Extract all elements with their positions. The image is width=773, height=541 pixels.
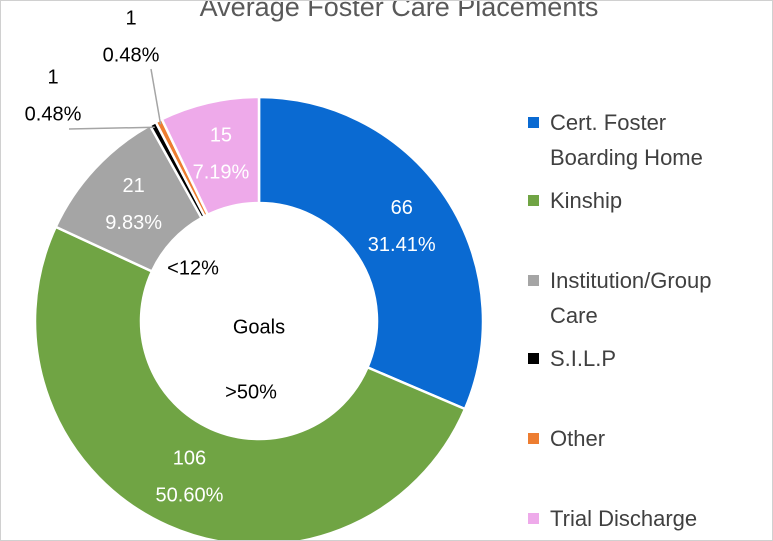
slice — [33, 225, 467, 540]
legend-swatch — [528, 353, 539, 364]
chart-title: Average Foster Care Placements — [200, 1, 599, 22]
legend-swatch — [528, 195, 539, 206]
data-label-percent: 31.41% — [368, 234, 436, 256]
legend-swatch — [528, 275, 539, 286]
legend-item: Other — [528, 421, 743, 456]
slice — [257, 95, 485, 411]
legend-label: Institution/Group Care — [550, 268, 712, 328]
legend-item: Institution/Group Care — [528, 263, 743, 333]
data-label: 1 — [125, 7, 136, 29]
data-label: 106 — [173, 447, 206, 469]
legend-item: Trial Discharge — [528, 501, 743, 536]
legend-label: Cert. Foster Boarding Home — [550, 110, 703, 170]
legend-item: Cert. Foster Boarding Home — [528, 105, 743, 175]
data-label-percent: 7.19% — [193, 162, 250, 184]
legend-label: Kinship — [550, 188, 623, 213]
data-label-percent: 9.83% — [105, 212, 162, 234]
legend-label: S.I.L.P — [550, 346, 617, 371]
data-label: 66 — [391, 197, 413, 219]
leader-line — [68, 126, 155, 130]
data-label: 15 — [210, 125, 232, 147]
data-label-percent: 0.48% — [25, 103, 82, 125]
legend-swatch — [528, 513, 539, 524]
annotation: >50% — [225, 381, 277, 403]
data-label-percent: 50.60% — [156, 484, 224, 506]
slice — [160, 95, 261, 217]
legend-swatch — [528, 117, 539, 128]
legend-item: S.I.L.P — [528, 341, 743, 376]
leader-line — [150, 68, 162, 125]
data-label: 1 — [47, 66, 58, 88]
legend-item: Kinship — [528, 183, 743, 218]
legend-label: Other — [550, 426, 606, 451]
data-label-percent: 0.48% — [103, 44, 160, 66]
data-label: 21 — [123, 175, 145, 197]
annotation: <12% — [167, 257, 219, 279]
legend-swatch — [528, 433, 539, 444]
legend-label: Trial Discharge — [550, 506, 698, 531]
annotation: Goals — [233, 316, 285, 338]
